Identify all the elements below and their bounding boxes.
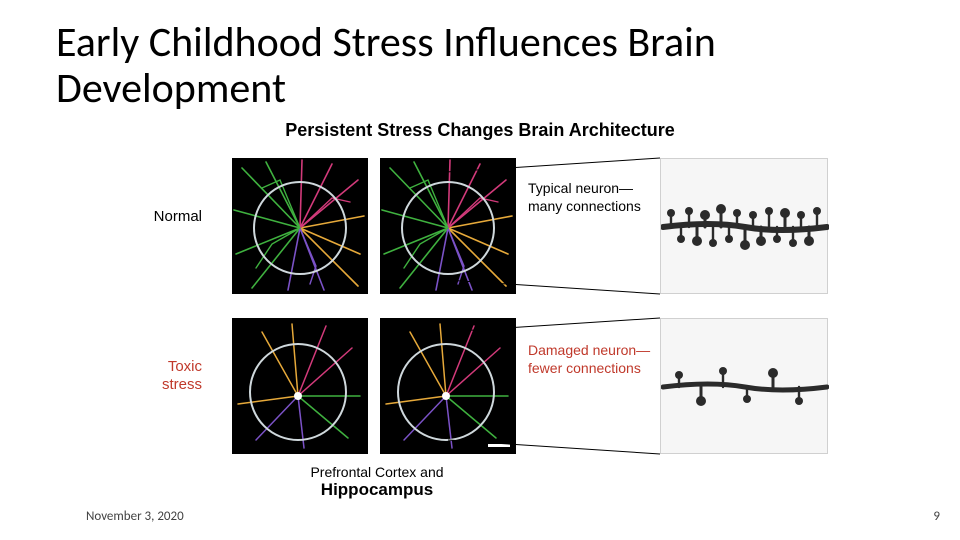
bottom-caption-line2: Hippocampus bbox=[232, 480, 522, 500]
figure-container: Persistent Stress Changes Brain Architec… bbox=[132, 120, 828, 520]
dendrite-svg-toxic bbox=[661, 319, 829, 455]
slide-title: Early Childhood Stress Influences Brain … bbox=[56, 20, 876, 112]
callout-toxic: Damaged neuron—fewer connections bbox=[528, 342, 658, 377]
neuron-panel-normal-a bbox=[232, 158, 368, 294]
dendrite-panel-toxic bbox=[660, 318, 828, 454]
row-label-toxic: Toxicstress bbox=[122, 358, 202, 394]
neuron-svg-toxic-a bbox=[232, 318, 368, 454]
row-label-normal: Normal bbox=[122, 208, 202, 226]
figure-title: Persistent Stress Changes Brain Architec… bbox=[132, 120, 828, 141]
scale-bar bbox=[488, 444, 510, 447]
neuron-svg-normal-a bbox=[232, 158, 368, 294]
neuron-panel-toxic-a bbox=[232, 318, 368, 454]
dendrite-svg-normal bbox=[661, 159, 829, 295]
callout-normal: Typical neuron—many connections bbox=[528, 180, 658, 215]
footer-date: November 3, 2020 bbox=[86, 509, 184, 524]
footer-page: 9 bbox=[933, 509, 940, 524]
bottom-caption: Prefrontal Cortex and Hippocampus bbox=[232, 464, 522, 500]
bottom-caption-line1: Prefrontal Cortex and bbox=[232, 464, 522, 480]
neuron-svg-normal-b bbox=[380, 158, 516, 294]
neuron-svg-toxic-b bbox=[380, 318, 516, 454]
neuron-panel-normal-b bbox=[380, 158, 516, 294]
slide: Early Childhood Stress Influences Brain … bbox=[0, 0, 960, 540]
dendrite-panel-normal bbox=[660, 158, 828, 294]
neuron-panel-toxic-b bbox=[380, 318, 516, 454]
